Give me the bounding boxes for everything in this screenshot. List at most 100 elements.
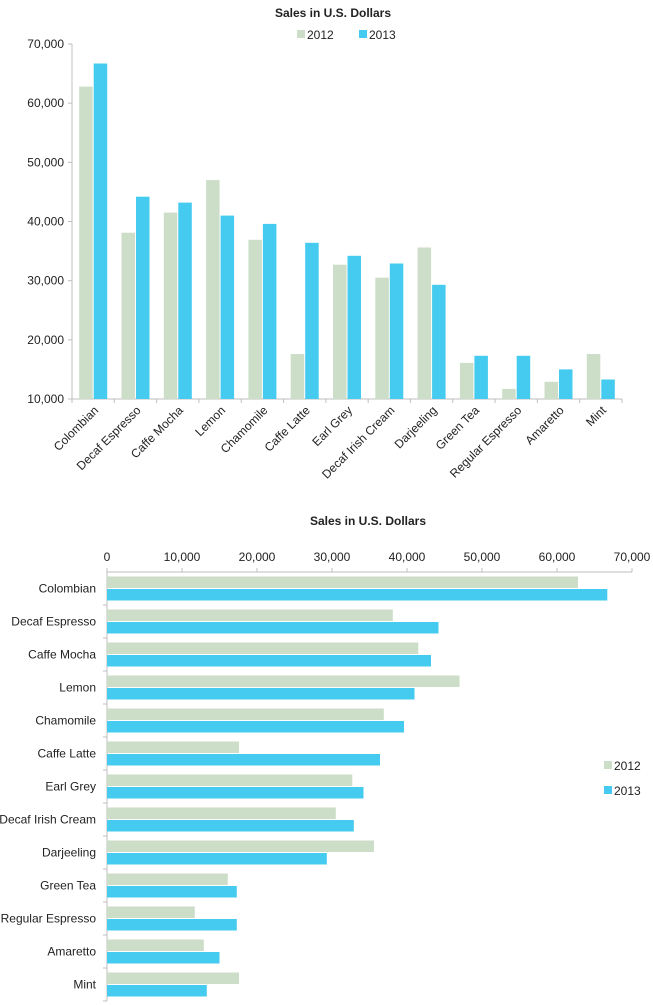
bottom-y-label-amaretto: Amaretto (47, 945, 96, 959)
bottom-legend-label-2012: 2012 (614, 759, 641, 773)
bottom-bar-amaretto-2013 (107, 952, 220, 964)
bottom-y-label-caffe-mocha: Caffe Mocha (28, 648, 96, 662)
bottom-bar-colombian-2013 (107, 589, 608, 601)
top-y-tick-label: 70,000 (27, 37, 64, 51)
top-bar-caffe-mocha-2013 (178, 202, 192, 399)
top-bar-decaf-espresso-2013 (136, 196, 150, 399)
top-bar-decaf-irish-cream-2012 (375, 277, 389, 399)
bottom-y-axis-labels: Colombian Decaf Espresso Caffe Mocha Lemon C… (0, 582, 107, 1002)
top-bar-caffe-latte-2013 (305, 242, 319, 399)
top-bar-green-tea-2012 (459, 362, 474, 399)
top-bar-caffe-mocha-2012 (163, 212, 178, 399)
top-bar-caffe-latte-2012 (290, 354, 305, 399)
top-y-tick-label: 60,000 (27, 96, 64, 110)
top-legend-swatch-2013 (359, 30, 367, 38)
top-chart-title: Sales in U.S. Dollars (275, 6, 391, 20)
top-x-label-darjeeling: Darjeeling (392, 403, 440, 451)
bottom-bar-amaretto-2012 (107, 939, 204, 951)
bottom-x-axis-ticks: 0 10,000 20,000 30,000 40,000 50,000 60,000 70,… (104, 550, 651, 572)
bottom-legend-swatch-2012 (604, 761, 612, 769)
bottom-bar-earl-grey-2012 (107, 774, 353, 786)
top-x-label-amaretto: Amaretto (522, 403, 567, 448)
top-bar-green-tea-2013 (474, 355, 488, 399)
top-bar-decaf-irish-cream-2013 (389, 263, 404, 399)
bottom-x-tick-label: 0 (104, 550, 111, 564)
top-bar-mint-2012 (586, 354, 601, 399)
top-bar-mint-2013 (601, 379, 615, 399)
bottom-y-label-earl-grey: Earl Grey (45, 780, 96, 794)
bottom-bar-regular-espresso-2013 (107, 919, 237, 931)
bottom-bar-caffe-mocha-2013 (107, 655, 431, 667)
bottom-bar-decaf-espresso-2013 (107, 622, 439, 634)
bottom-y-label-mint: Mint (73, 978, 96, 992)
bottom-bar-colombian-2012 (107, 576, 578, 588)
bottom-x-tick-label: 40,000 (389, 550, 426, 564)
top-x-label-regular-espresso: Regular Espresso (447, 403, 525, 481)
top-bar-amaretto-2012 (544, 381, 558, 399)
top-bar-colombian-2012 (79, 86, 93, 399)
bottom-bar-decaf-irish-cream-2013 (107, 820, 354, 832)
bottom-bar-mint-2012 (107, 972, 239, 984)
top-column-chart: Sales in U.S. Dollars 2012 2013 10,000 20… (27, 6, 623, 482)
bottom-x-tick-label: 10,000 (164, 550, 201, 564)
bottom-y-label-caffe-latte: Caffe Latte (38, 747, 97, 761)
bottom-y-label-chamomile: Chamomile (35, 714, 96, 728)
top-y-tick-label: 30,000 (27, 274, 64, 288)
top-y-axis-ticks: 10,000 20,000 30,000 40,000 50,000 60,000 70,0… (27, 37, 72, 406)
top-legend-label-2013: 2013 (369, 28, 396, 42)
top-legend: 2012 2013 (297, 28, 396, 42)
top-bar-colombian-2013 (93, 63, 108, 399)
top-bars (79, 63, 615, 399)
bottom-y-label-darjeeling: Darjeeling (42, 846, 96, 860)
top-bar-lemon-2013 (220, 215, 235, 399)
bottom-legend: 2012 2013 (604, 759, 641, 798)
bottom-chart-title: Sales in U.S. Dollars (310, 514, 426, 528)
bottom-x-tick-label: 50,000 (464, 550, 501, 564)
bottom-bar-regular-espresso-2012 (107, 906, 195, 918)
bottom-y-label-green-tea: Green Tea (40, 879, 96, 893)
bottom-bar-darjeeling-2013 (107, 853, 327, 865)
bottom-bar-green-tea-2013 (107, 886, 237, 898)
bottom-y-label-lemon: Lemon (59, 681, 96, 695)
top-legend-label-2012: 2012 (307, 28, 334, 42)
top-x-label-caffe-latte: Caffe Latte (262, 403, 313, 454)
bottom-bar-green-tea-2012 (107, 873, 228, 885)
bottom-x-tick-label: 30,000 (314, 550, 351, 564)
bottom-bar-lemon-2013 (107, 688, 415, 700)
bottom-bar-caffe-latte-2012 (107, 741, 239, 753)
bottom-bar-caffe-latte-2013 (107, 754, 380, 766)
top-x-label-decaf-irish-cream: Decaf Irish Cream (319, 403, 397, 481)
bottom-y-label-decaf-irish-cream: Decaf Irish Cream (0, 813, 96, 827)
top-y-tick-label: 50,000 (27, 155, 64, 169)
top-bar-lemon-2012 (206, 180, 220, 399)
bottom-bars (107, 576, 608, 997)
top-bar-earl-grey-2012 (333, 264, 347, 399)
top-x-label-mint: Mint (583, 403, 609, 429)
top-bar-earl-grey-2013 (347, 255, 361, 399)
top-legend-swatch-2012 (297, 30, 305, 38)
bottom-x-tick-label: 20,000 (239, 550, 276, 564)
top-bar-regular-espresso-2012 (502, 388, 516, 399)
bottom-x-tick-label: 70,000 (614, 550, 651, 564)
bottom-bar-mint-2013 (107, 985, 207, 997)
top-x-label-lemon: Lemon (192, 403, 228, 439)
bottom-legend-label-2013: 2013 (614, 784, 641, 798)
bottom-bar-earl-grey-2013 (107, 787, 364, 799)
bottom-bar-lemon-2012 (107, 675, 460, 687)
top-bar-chamomile-2012 (248, 239, 262, 399)
top-bar-decaf-espresso-2012 (121, 232, 135, 399)
bottom-bar-chamomile-2013 (107, 721, 404, 733)
top-bar-darjeeling-2012 (417, 247, 432, 399)
top-bar-regular-espresso-2013 (516, 355, 531, 399)
bottom-bar-chamomile-2012 (107, 708, 384, 720)
bottom-legend-swatch-2013 (604, 786, 612, 794)
top-y-tick-label: 10,000 (27, 392, 64, 406)
bottom-bar-caffe-mocha-2012 (107, 642, 419, 654)
top-bar-darjeeling-2013 (432, 284, 446, 399)
top-bar-chamomile-2013 (262, 223, 277, 399)
bottom-y-label-colombian: Colombian (39, 582, 96, 596)
bottom-x-tick-label: 60,000 (539, 550, 576, 564)
bottom-y-label-regular-espresso: Regular Espresso (1, 912, 97, 926)
bottom-bar-decaf-espresso-2012 (107, 609, 393, 621)
